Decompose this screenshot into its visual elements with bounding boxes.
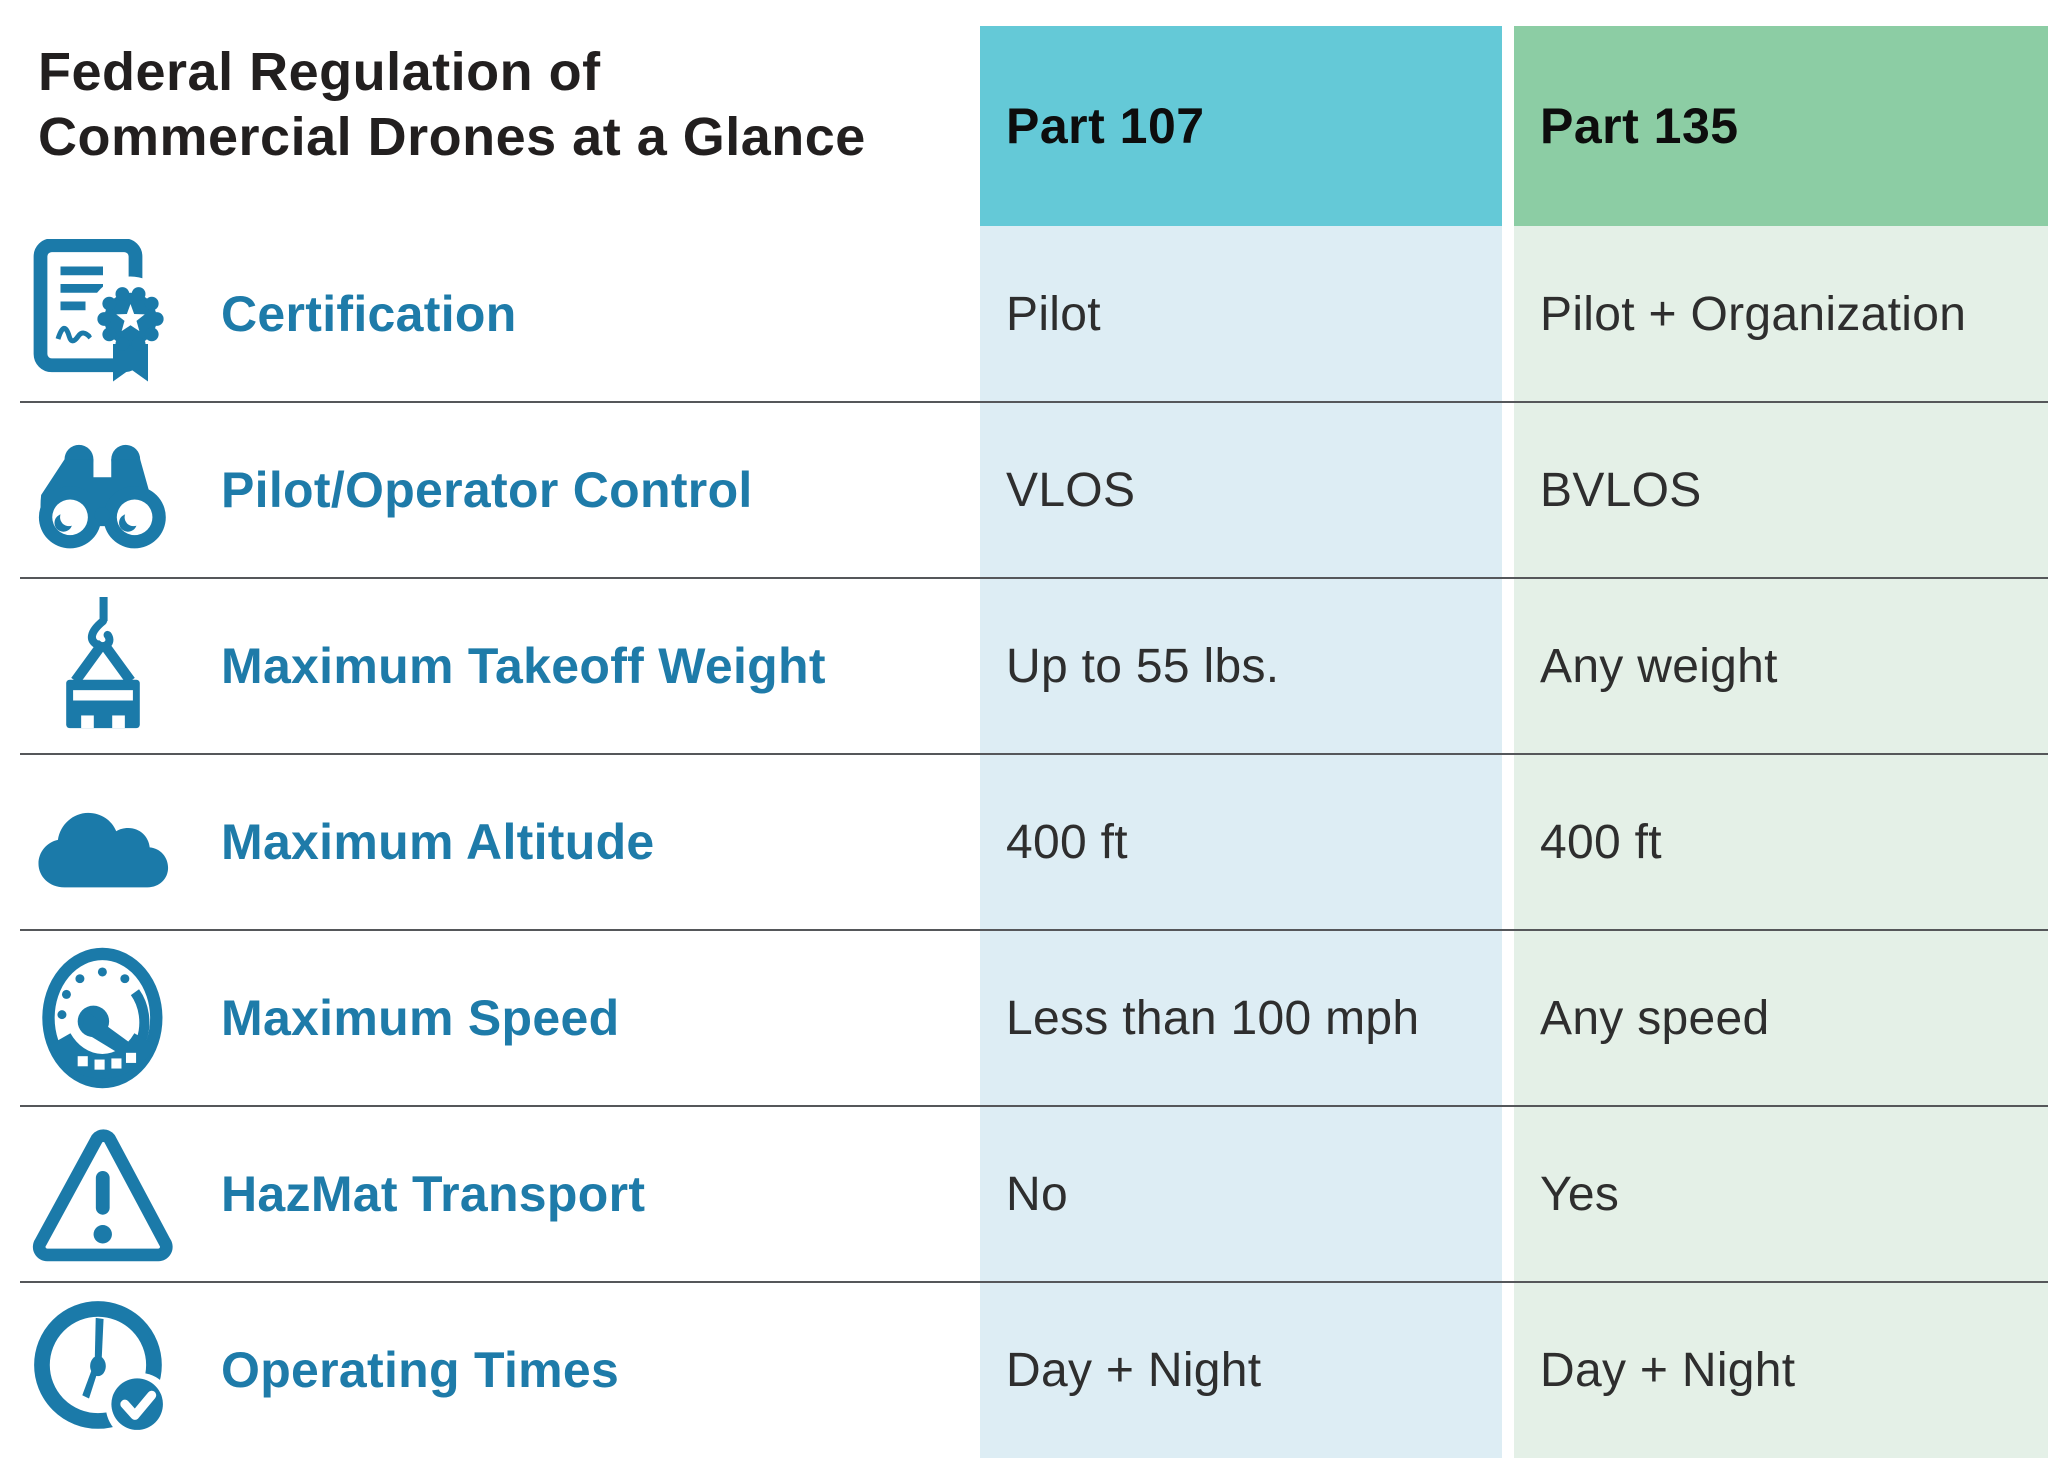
part-107-value: No xyxy=(980,1106,1502,1282)
part-135-value: BVLOS xyxy=(1514,402,2048,578)
row-header-cell: Maximum Takeoff Weight xyxy=(0,578,980,754)
clock-check-icon xyxy=(33,1301,173,1440)
comparison-table: Part 107 Part 135 xyxy=(0,26,2048,1458)
row-header-cell: Certification xyxy=(0,226,980,402)
part-107-value: Pilot xyxy=(980,226,1502,402)
cloud-icon xyxy=(38,812,169,888)
row-divider xyxy=(20,1105,2048,1107)
part-135-value: Yes xyxy=(1514,1106,2048,1282)
part-107-value: VLOS xyxy=(980,402,1502,578)
column-header-part-135: Part 135 xyxy=(1514,26,2048,226)
row-label: Operating Times xyxy=(221,1342,620,1398)
crane-hook-icon xyxy=(65,597,140,729)
part-135-value: Pilot + Organization xyxy=(1514,226,2048,402)
table-row: Maximum Altitude 400 ft 400 ft xyxy=(0,754,2048,931)
table-row: Maximum Speed Less than 100 mph Any spee… xyxy=(0,930,2048,1107)
part-135-value: Any weight xyxy=(1514,578,2048,754)
row-label: Pilot/Operator Control xyxy=(221,462,753,518)
row-header-cell: Maximum Altitude xyxy=(0,754,980,930)
part-135-value: 400 ft xyxy=(1514,754,2048,930)
column-header-part-107: Part 107 xyxy=(980,26,1502,226)
row-label: HazMat Transport xyxy=(221,1166,646,1222)
table-row: Pilot/Operator Control VLOS BVLOS xyxy=(0,402,2048,579)
row-divider xyxy=(20,577,2048,579)
page-title: Federal Regulation of Commercial Drones … xyxy=(38,40,866,170)
row-divider xyxy=(20,753,2048,755)
row-label: Maximum Altitude xyxy=(221,814,655,870)
part-135-value: Any speed xyxy=(1514,930,2048,1106)
page-title-line1: Federal Regulation of xyxy=(38,42,601,102)
row-header-cell: HazMat Transport xyxy=(0,1106,980,1282)
warning-triangle-icon xyxy=(32,1129,173,1262)
part-107-value: Less than 100 mph xyxy=(980,930,1502,1106)
row-header-cell: Pilot/Operator Control xyxy=(0,402,980,578)
header-spacer xyxy=(0,26,980,226)
table-row: HazMat Transport No Yes xyxy=(0,1106,2048,1283)
row-divider xyxy=(20,1281,2048,1283)
column-gap xyxy=(1502,26,1514,226)
certificate-icon xyxy=(33,239,173,382)
part-135-value: Day + Night xyxy=(1514,1282,2048,1458)
binoculars-icon xyxy=(39,444,166,549)
table-row: Maximum Takeoff Weight Up to 55 lbs. Any… xyxy=(0,578,2048,755)
table-row: Operating Times Day + Night Day + Night xyxy=(0,1282,2048,1458)
part-107-value: Day + Night xyxy=(980,1282,1502,1458)
table-header-row: Part 107 Part 135 xyxy=(0,26,2048,226)
row-label: Certification xyxy=(221,286,517,342)
page-title-line2: Commercial Drones at a Glance xyxy=(38,106,866,167)
row-header-cell: Maximum Speed xyxy=(0,930,980,1106)
part-107-value: Up to 55 lbs. xyxy=(980,578,1502,754)
table-row: Certification Pilot Pilot + Organization xyxy=(0,226,2048,403)
row-header-cell: Operating Times xyxy=(0,1282,980,1458)
row-label: Maximum Speed xyxy=(221,990,620,1046)
row-label: Maximum Takeoff Weight xyxy=(221,638,826,694)
speedometer-icon xyxy=(42,947,163,1089)
row-divider xyxy=(20,401,2048,403)
row-divider xyxy=(20,929,2048,931)
part-107-value: 400 ft xyxy=(980,754,1502,930)
